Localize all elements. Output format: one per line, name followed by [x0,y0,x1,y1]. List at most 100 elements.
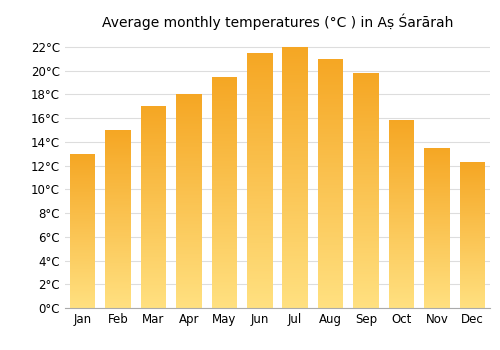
Bar [141,199,167,201]
Bar [70,215,96,216]
Bar [176,284,202,285]
Bar [212,121,237,123]
Bar [176,260,202,261]
Bar [212,257,237,259]
Bar [388,302,414,303]
Bar [141,278,167,280]
Bar [247,189,272,191]
Bar [318,223,344,225]
Bar [318,215,344,217]
Bar [318,246,344,248]
Bar [318,115,344,117]
Bar [212,171,237,172]
Bar [354,223,379,225]
Bar [141,206,167,207]
Bar [176,167,202,168]
Bar [318,245,344,246]
Bar [424,273,450,274]
Bar [354,192,379,194]
Bar [141,231,167,233]
Bar [388,138,414,139]
Bar [106,275,131,276]
Bar [460,268,485,269]
Bar [212,123,237,124]
Bar [424,278,450,279]
Bar [176,228,202,230]
Bar [247,70,272,71]
Bar [106,195,131,196]
Bar [70,242,96,243]
Bar [106,264,131,265]
Bar [388,288,414,289]
Bar [212,168,237,169]
Bar [212,184,237,186]
Bar [176,127,202,128]
Bar [247,112,272,114]
Bar [282,181,308,183]
Bar [424,168,450,169]
Bar [282,249,308,251]
Bar [388,168,414,169]
Bar [141,176,167,177]
Bar [318,185,344,187]
Bar [318,301,344,303]
Bar [388,290,414,292]
Bar [318,226,344,228]
Bar [141,288,167,289]
Bar [388,247,414,248]
Bar [247,196,272,197]
Bar [318,266,344,268]
Bar [106,232,131,233]
Bar [354,219,379,220]
Bar [354,82,379,84]
Bar [176,126,202,127]
Bar [106,241,131,243]
Bar [141,107,167,109]
Bar [247,197,272,199]
Bar [247,279,272,281]
Bar [212,223,237,225]
Bar [354,170,379,172]
Bar [106,301,131,302]
Bar [424,202,450,203]
Bar [282,179,308,181]
Bar [424,282,450,284]
Bar [318,300,344,301]
Bar [282,129,308,131]
Bar [141,182,167,183]
Bar [70,159,96,160]
Bar [141,244,167,245]
Bar [141,160,167,161]
Bar [212,198,237,200]
Bar [388,272,414,273]
Bar [318,235,344,237]
Bar [354,123,379,125]
Bar [247,99,272,100]
Bar [106,221,131,223]
Bar [247,55,272,56]
Bar [318,275,344,276]
Bar [388,249,414,251]
Bar [70,303,96,304]
Bar [282,66,308,68]
Bar [388,175,414,177]
Bar [460,271,485,272]
Bar [141,252,167,253]
Bar [460,192,485,193]
Bar [354,148,379,150]
Bar [424,276,450,277]
Bar [141,136,167,137]
Bar [460,244,485,245]
Bar [141,273,167,274]
Bar [212,163,237,164]
Bar [318,258,344,260]
Bar [318,260,344,261]
Bar [176,205,202,207]
Bar [176,123,202,124]
Bar [282,176,308,177]
Bar [247,272,272,274]
Bar [176,120,202,121]
Bar [460,190,485,191]
Bar [424,291,450,292]
Bar [70,263,96,264]
